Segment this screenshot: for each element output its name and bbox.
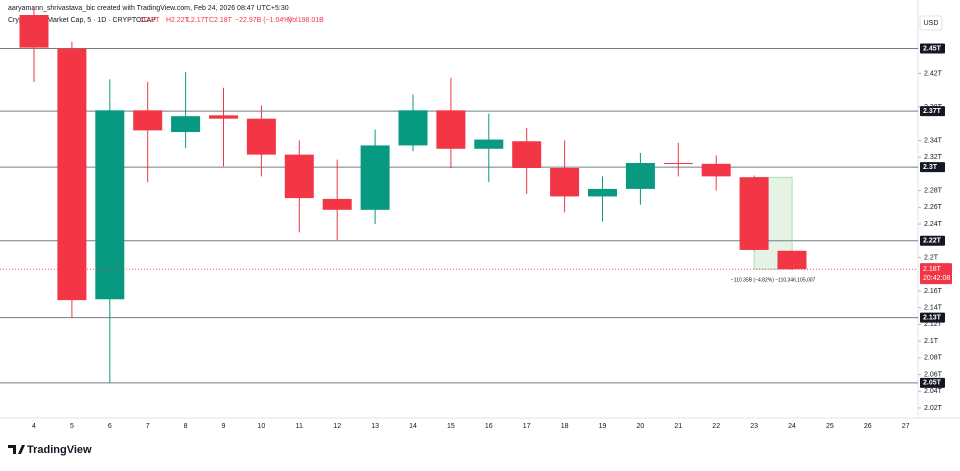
y-tick-label: 2.32T	[924, 154, 943, 161]
x-tick-label: 25	[826, 423, 834, 430]
candle-body	[550, 168, 580, 197]
y-tick-label: 2.16T	[924, 288, 943, 295]
level-label: 2.13T	[923, 315, 942, 322]
x-tick-label: 15	[447, 423, 455, 430]
candle-body	[19, 15, 49, 48]
candle-body	[246, 118, 276, 155]
candle-body	[701, 163, 731, 177]
currency[interactable]: USD	[924, 20, 939, 27]
candle-body	[95, 110, 125, 300]
y-tick-label: 2.06T	[924, 371, 943, 378]
x-tick-label: 26	[864, 423, 872, 430]
y-tick-label: 2.34T	[924, 137, 943, 144]
x-tick-label: 11	[296, 423, 303, 430]
y-tick-label: 2.02T	[924, 405, 943, 412]
level-label-box	[920, 235, 945, 246]
level-label: 2.45T	[923, 45, 942, 52]
candle-body	[57, 48, 87, 301]
candle-body	[588, 188, 617, 197]
y-tick-label: 2.12T	[924, 321, 943, 328]
candle-body	[625, 162, 655, 189]
x-tick-label: 4	[32, 423, 36, 430]
level-label-box	[920, 377, 945, 388]
x-tick-label: 9	[222, 423, 226, 430]
x-tick-label: 12	[333, 423, 341, 430]
y-tick-label: 2.42T	[924, 70, 943, 77]
x-tick-label: 7	[146, 423, 150, 430]
y-tick-label: 2.26T	[924, 204, 943, 211]
candle-body	[398, 110, 428, 146]
candle-body	[209, 115, 238, 119]
y-tick-label: 2.1T	[924, 338, 939, 345]
legend-open: O2.2T	[140, 17, 160, 24]
x-tick-label: 24	[788, 423, 796, 430]
legend-symbol: Crypto Total Market Cap, 5 · 1D · CRYPTO…	[8, 17, 156, 24]
y-tick-label: 2.08T	[924, 355, 943, 362]
y-tick-label: 2.14T	[924, 304, 943, 311]
level-label-box	[920, 43, 945, 54]
candle-body	[284, 154, 314, 199]
y-tick-label: 2.28T	[924, 187, 943, 194]
currency-box[interactable]	[919, 15, 943, 31]
attribution: aaryamann_shrivastava_bic created with T…	[8, 5, 289, 12]
x-tick-label: 8	[184, 423, 188, 430]
x-tick-label: 6	[108, 423, 112, 430]
candle-body	[171, 116, 201, 133]
x-tick-label: 14	[409, 423, 417, 430]
candle-body	[777, 250, 807, 270]
x-tick-label: 23	[750, 423, 758, 430]
level-label-box	[920, 106, 945, 117]
level-label: 2.37T	[923, 108, 942, 115]
candle-body	[663, 162, 693, 164]
legend-volume: Vol198.01B	[288, 17, 324, 24]
price-label: 2.18T	[923, 266, 942, 273]
legend-high: H2.22T	[166, 17, 190, 24]
x-tick-label: 19	[599, 423, 607, 430]
logo-text: TradingView	[27, 444, 92, 456]
level-label: 2.22T	[923, 238, 942, 245]
price-label-box	[920, 263, 952, 285]
candle-body	[474, 139, 504, 149]
logo-mark	[8, 445, 25, 454]
x-tick-label: 27	[902, 423, 910, 430]
y-tick-label: 2.2T	[924, 254, 939, 261]
candle-body	[133, 110, 163, 131]
legend-close: C2.18T	[209, 17, 233, 24]
countdown: 20:42:08	[923, 275, 950, 282]
measure-label: −110.35B (−4.82%) −110,346,105,007	[731, 278, 816, 284]
candle-body	[360, 145, 390, 210]
candle-body	[436, 110, 466, 149]
logo: TradingView	[8, 444, 92, 456]
level-label: 2.05T	[923, 380, 942, 387]
candle-body	[512, 141, 542, 169]
legend-low: L2.17T	[187, 17, 210, 24]
x-tick-label: 17	[523, 423, 531, 430]
candle-body	[739, 177, 769, 250]
x-tick-label: 20	[637, 423, 645, 430]
x-tick-label: 21	[674, 423, 682, 430]
level-label-box	[920, 162, 945, 173]
level-label-box	[920, 312, 945, 323]
x-tick-label: 5	[70, 423, 74, 430]
x-tick-label: 22	[712, 423, 720, 430]
y-tick-label: 2.24T	[924, 221, 943, 228]
x-tick-label: 10	[258, 423, 266, 430]
candle-body	[322, 198, 352, 210]
x-tick-label: 13	[371, 423, 379, 430]
x-tick-label: 18	[561, 423, 569, 430]
x-tick-label: 16	[485, 423, 493, 430]
legend-change: −22.97B (−1.04%)	[235, 17, 292, 24]
level-label: 2.3T	[923, 164, 938, 171]
y-tick-label: 2.04T	[924, 388, 943, 395]
